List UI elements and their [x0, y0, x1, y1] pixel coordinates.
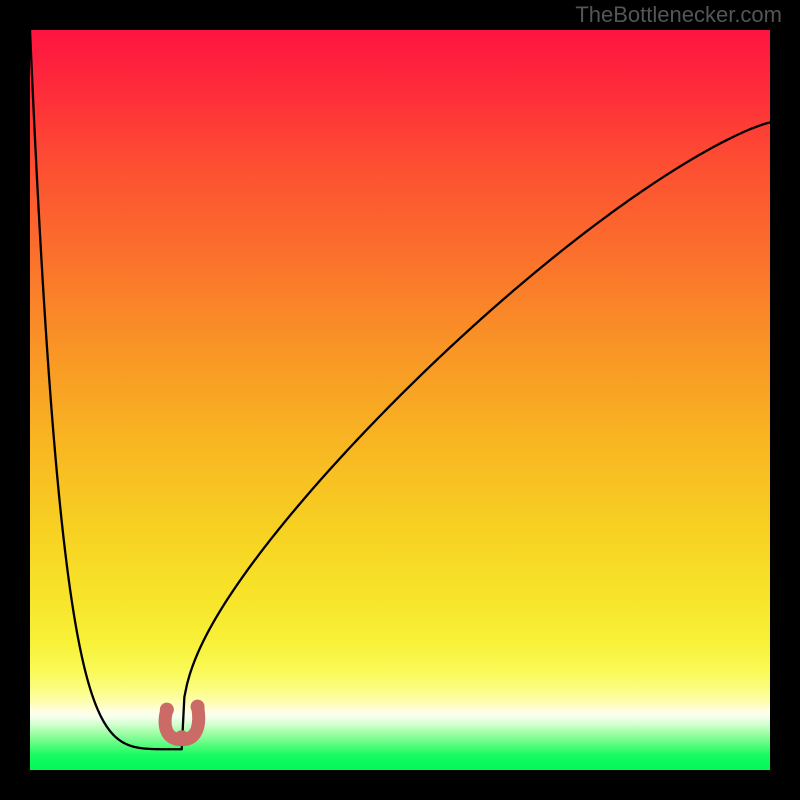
chart-container: TheBottlenecker.com: [0, 0, 800, 800]
chart-svg: [30, 30, 770, 770]
gradient-background: [30, 30, 770, 770]
plot-area: [30, 30, 770, 770]
watermark-text: TheBottlenecker.com: [575, 2, 782, 28]
